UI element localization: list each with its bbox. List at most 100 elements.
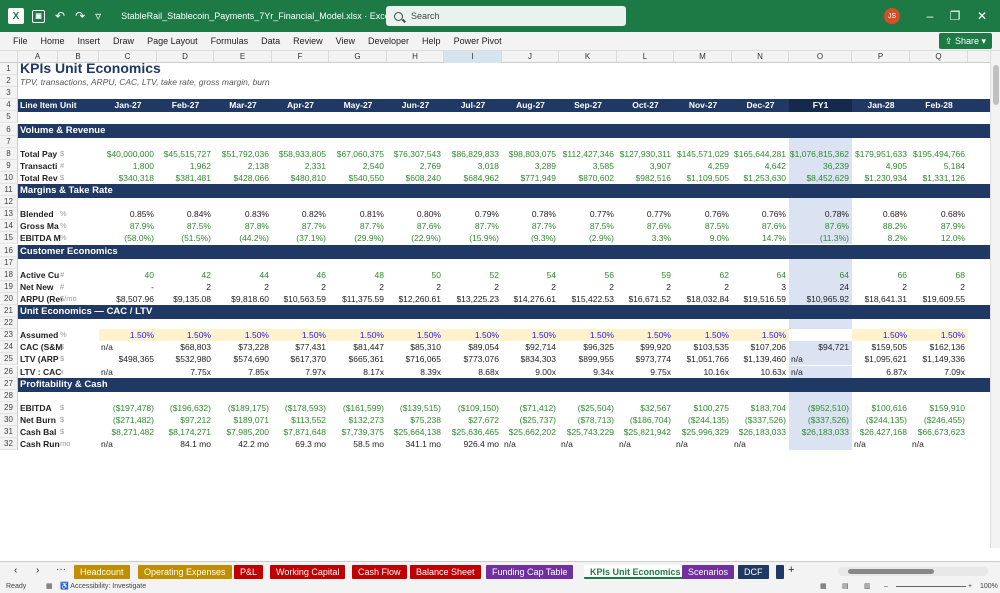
data-cell[interactable]: 7.97x — [305, 366, 326, 377]
data-cell[interactable]: 1.50% — [704, 330, 729, 341]
data-cell[interactable]: $1,230,934 — [864, 172, 907, 183]
data-cell[interactable]: $25,664,138 — [393, 427, 441, 437]
row-label[interactable]: LTV (ARP — [20, 354, 59, 365]
data-cell[interactable]: 2 — [494, 281, 499, 292]
autosave-icon[interactable]: ▣ — [32, 9, 45, 23]
data-cell[interactable]: 87.5% — [704, 221, 729, 232]
data-cell[interactable]: $10,965.92 — [806, 293, 849, 304]
row-header[interactable]: 18 — [0, 268, 18, 281]
ribbon-tab-file[interactable]: File — [13, 36, 28, 46]
row-header[interactable]: 15 — [0, 232, 18, 245]
data-cell[interactable]: $716,065 — [405, 354, 441, 365]
row-header[interactable]: 12 — [0, 196, 18, 209]
row-header[interactable]: 3 — [0, 87, 18, 100]
data-cell[interactable]: 2 — [666, 281, 671, 292]
data-cell[interactable]: 46 — [316, 269, 326, 280]
data-cell[interactable]: $25,821,942 — [623, 427, 671, 437]
data-cell[interactable]: 9.0% — [709, 233, 729, 244]
tab-scroll-left-icon[interactable]: ‹ — [14, 565, 18, 576]
row-label[interactable]: Total Rev — [20, 172, 58, 183]
minimize-icon[interactable]: – — [926, 9, 934, 23]
data-cell[interactable]: ($244,135) — [687, 414, 729, 425]
data-cell[interactable] — [99, 341, 154, 353]
data-cell[interactable]: $1,109,505 — [686, 172, 729, 183]
data-cell[interactable]: $92,714 — [525, 342, 556, 353]
data-cell[interactable]: $86,829,833 — [451, 148, 499, 159]
data-cell[interactable]: $103,535 — [693, 342, 729, 353]
data-cell[interactable]: $75,238 — [410, 414, 441, 425]
row-label[interactable]: EBITDA M — [20, 233, 61, 244]
data-cell[interactable]: $532,980 — [175, 354, 211, 365]
data-cell[interactable]: $9,135.08 — [173, 293, 211, 304]
page-break-view-icon[interactable]: ▥ — [864, 583, 871, 590]
data-cell[interactable]: $183,704 — [750, 402, 786, 413]
row-unit[interactable]: % — [60, 330, 67, 340]
data-cell[interactable]: ($271,482) — [112, 414, 154, 425]
row-header[interactable]: 20 — [0, 292, 18, 305]
data-cell[interactable]: 87.6% — [761, 221, 786, 232]
row-unit[interactable]: $ — [60, 402, 65, 412]
data-cell[interactable]: $73,228 — [238, 342, 269, 353]
row-unit[interactable]: $ — [60, 172, 65, 182]
data-cell[interactable]: 2 — [264, 281, 269, 292]
row-label[interactable]: Net New — [20, 281, 54, 292]
data-cell[interactable]: $81,447 — [353, 342, 384, 353]
data-cell[interactable]: 87.7% — [359, 221, 384, 232]
redo-icon[interactable]: ↷ — [75, 9, 86, 23]
data-cell[interactable]: 0.77% — [646, 209, 671, 220]
data-cell[interactable]: $132,273 — [348, 414, 384, 425]
data-cell[interactable]: 64 — [776, 269, 786, 280]
sheet-tab-headcount[interactable]: Headcount — [74, 565, 130, 579]
tab-scroll-right-icon[interactable]: › — [36, 565, 40, 576]
row-header[interactable]: 27 — [0, 377, 18, 390]
data-cell[interactable]: $85,310 — [410, 342, 441, 353]
row-unit[interactable]: % — [60, 209, 67, 219]
data-cell[interactable]: ($109,150) — [457, 402, 499, 413]
data-cell[interactable]: 926.4 mo — [463, 439, 499, 450]
data-cell[interactable]: $25,636,465 — [451, 427, 499, 437]
data-cell[interactable]: 9.34x — [593, 366, 614, 377]
column-header-E[interactable]: E — [214, 51, 272, 63]
data-cell[interactable]: $25,996,329 — [681, 427, 729, 437]
data-cell[interactable]: 3,907 — [649, 160, 671, 171]
row-header[interactable]: 11 — [0, 184, 18, 197]
data-cell[interactable]: 9.75x — [650, 366, 671, 377]
data-cell[interactable]: n/a — [619, 439, 631, 450]
data-cell[interactable]: n/a — [791, 366, 803, 377]
share-button[interactable]: ⇪ Share ▾ — [938, 33, 992, 49]
data-cell[interactable]: $7,739,375 — [341, 427, 384, 437]
data-cell[interactable]: 64 — [839, 269, 849, 280]
column-header-N[interactable]: N — [732, 51, 789, 63]
data-cell[interactable]: 4,259 — [707, 160, 729, 171]
data-cell[interactable]: $26,427,168 — [859, 427, 907, 437]
row-header[interactable]: 14 — [0, 220, 18, 233]
horizontal-scrollbar[interactable] — [838, 567, 988, 576]
data-cell[interactable]: ($25,504) — [577, 402, 614, 413]
undo-icon[interactable]: ↶ — [55, 9, 66, 23]
data-cell[interactable]: $19,609.55 — [922, 293, 965, 304]
data-cell[interactable]: 2 — [379, 281, 384, 292]
data-cell[interactable]: $58,933,805 — [278, 148, 326, 159]
data-cell[interactable]: n/a — [101, 439, 113, 450]
data-cell[interactable]: ($139,515) — [399, 402, 441, 413]
restore-icon[interactable]: ❐ — [949, 9, 961, 23]
data-cell[interactable]: $617,370 — [290, 354, 326, 365]
data-cell[interactable]: $8,507.96 — [116, 293, 154, 304]
data-cell[interactable]: 62 — [719, 269, 729, 280]
data-cell[interactable]: ($196,632) — [169, 402, 211, 413]
row-header[interactable]: 6 — [0, 123, 18, 136]
data-cell[interactable]: $25,743,229 — [566, 427, 614, 437]
data-cell[interactable]: 0.68% — [940, 209, 965, 220]
row-header[interactable]: 28 — [0, 389, 18, 402]
data-cell[interactable]: 87.5% — [589, 221, 614, 232]
data-cell[interactable]: 10.63x — [760, 366, 786, 377]
data-cell[interactable]: $112,427,346 — [562, 148, 614, 159]
data-cell[interactable]: 1.50% — [359, 330, 384, 341]
column-header-D[interactable]: D — [157, 51, 214, 63]
select-all-corner[interactable] — [0, 51, 18, 63]
column-header-C[interactable]: C — [99, 51, 157, 63]
data-cell[interactable]: n/a — [912, 439, 924, 450]
data-cell[interactable]: $189,071 — [233, 414, 269, 425]
data-cell[interactable]: 56 — [604, 269, 614, 280]
data-cell[interactable]: $96,325 — [583, 342, 614, 353]
